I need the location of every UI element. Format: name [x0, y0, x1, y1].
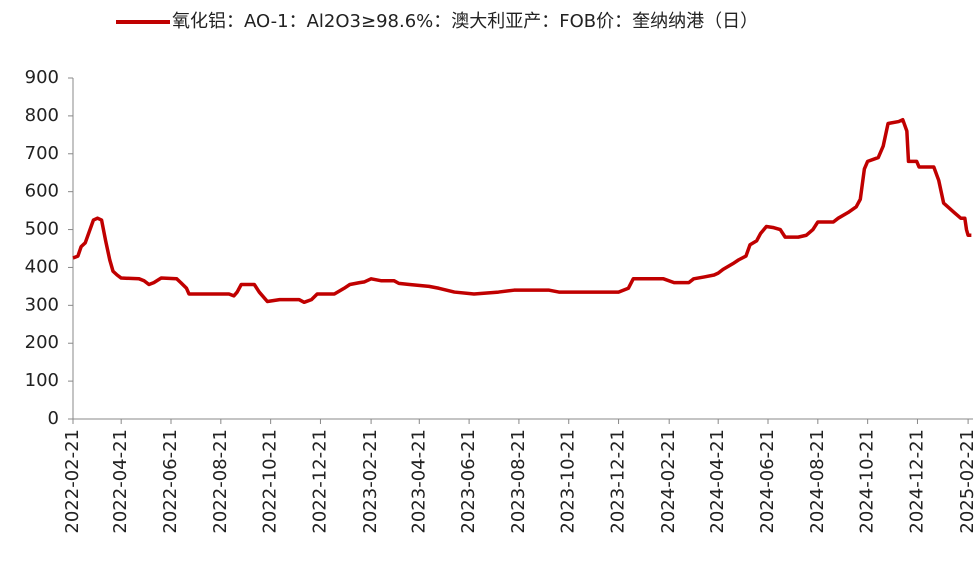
x-tick-label: 2022-10-21	[260, 429, 281, 534]
y-tick-label: 400	[25, 256, 59, 277]
x-tick-label: 2023-12-21	[608, 429, 629, 534]
x-tick-label: 2024-08-21	[807, 429, 828, 534]
y-tick-label: 0	[48, 408, 59, 429]
x-tick-label: 2023-10-21	[558, 429, 579, 534]
x-tick-label: 2022-02-21	[62, 429, 83, 534]
y-tick-label: 600	[25, 181, 59, 202]
x-tick-label: 2024-04-21	[707, 429, 728, 534]
x-tick-label: 2023-08-21	[508, 429, 529, 534]
y-tick-label: 700	[25, 143, 59, 164]
y-tick-label: 300	[25, 294, 59, 315]
x-tick-label: 2024-06-21	[757, 429, 778, 534]
x-tick-label: 2023-04-21	[408, 429, 429, 534]
x-tick-label: 2022-08-21	[210, 429, 231, 534]
y-tick-label: 200	[25, 332, 59, 353]
x-tick-label: 2023-06-21	[458, 429, 479, 534]
x-tick-label: 2022-12-21	[309, 429, 330, 534]
x-tick-label: 2024-02-21	[658, 429, 679, 534]
y-tick-label: 100	[25, 370, 59, 391]
data-line	[72, 117, 972, 305]
y-tick-label: 500	[25, 219, 59, 240]
x-tick-label: 2024-10-21	[857, 429, 878, 534]
y-tick-label: 800	[25, 105, 59, 126]
x-tick-label: 2022-04-21	[110, 429, 131, 534]
legend-label: 氧化铝：AO-1：Al2O3≥98.6%：澳大利亚产：FOB价：奎纳纳港（日）	[172, 11, 758, 32]
x-tick-label: 2025-02-21	[957, 429, 978, 534]
x-tick-label: 2022-06-21	[160, 429, 181, 534]
y-tick-label: 900	[25, 67, 59, 88]
x-tick-label: 2024-12-21	[906, 429, 927, 534]
x-tick-label: 2023-02-21	[360, 429, 381, 534]
